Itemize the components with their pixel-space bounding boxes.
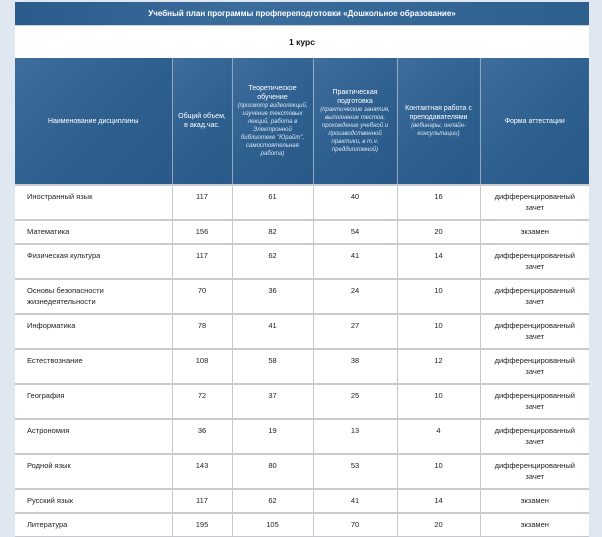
table-row: Иностранный язык 117 61 40 16 дифференцирован… <box>15 184 589 221</box>
theory-hours: 36 <box>231 278 314 315</box>
table-row: Естествознание 108 58 38 12 дифференцированны… <box>15 348 589 385</box>
discipline-name: Естествознание <box>15 348 173 385</box>
column-label: Общий объем, в акад.час. <box>178 113 226 129</box>
column-note: (вебинары, онлайн-консультации) <box>411 123 466 137</box>
discipline-name: Основы безопасности жизнедеятельности <box>15 278 173 315</box>
column-header: Наименование дисциплины <box>15 58 172 185</box>
practice-hours: 53 <box>312 453 398 490</box>
column-header: Форма аттестации <box>479 58 589 185</box>
discipline-name: Информатика <box>15 313 173 350</box>
discipline-name: Родной язык <box>15 453 173 490</box>
table-row: Русский язык 117 62 41 14 экзамен <box>15 488 589 514</box>
header-row: Наименование дисциплины Общий объем, в ак… <box>15 58 589 185</box>
table-row: Астрономия 36 19 13 4 дифференцированный заче… <box>15 418 589 455</box>
theory-hours: 62 <box>231 488 314 514</box>
contact-hours: 10 <box>396 278 481 315</box>
assessment-form: дифференцированный зачет <box>479 184 589 221</box>
curriculum-table: Наименование дисциплины Общий объем, в ак… <box>15 58 589 537</box>
theory-hours: 62 <box>231 243 314 280</box>
practice-hours: 40 <box>312 184 398 221</box>
theory-hours: 19 <box>231 418 314 455</box>
discipline-name: Литература <box>15 512 173 537</box>
column-header: Контактная работа с преподавателями (веби… <box>396 58 480 185</box>
practice-hours: 25 <box>312 383 398 420</box>
table-row: Основы безопасности жизнедеятельности 70 3… <box>15 278 589 315</box>
total-hours: 117 <box>171 184 233 221</box>
practice-hours: 41 <box>312 488 398 514</box>
curriculum-table-container: Учебный план программы профпереподготовк… <box>15 2 589 537</box>
column-note: (практические занятия, выполнение тестов… <box>320 107 390 153</box>
practice-hours: 41 <box>312 243 398 280</box>
total-hours: 195 <box>171 512 233 537</box>
practice-hours: 54 <box>312 219 398 245</box>
total-hours: 78 <box>171 313 233 350</box>
practice-hours: 70 <box>312 512 398 537</box>
theory-hours: 41 <box>231 313 314 350</box>
total-hours: 108 <box>171 348 233 385</box>
contact-hours: 20 <box>396 512 481 537</box>
total-hours: 117 <box>171 488 233 514</box>
table-title: Учебный план программы профпереподготовк… <box>15 2 589 26</box>
theory-hours: 80 <box>231 453 314 490</box>
total-hours: 156 <box>171 219 233 245</box>
contact-hours: 12 <box>396 348 481 385</box>
table-row: Математика 156 82 54 20 экзамен <box>15 219 589 245</box>
practice-hours: 13 <box>312 418 398 455</box>
table-row: Литература 195 105 70 20 экзамен <box>15 512 589 537</box>
course-heading: 1 курс <box>289 37 315 47</box>
discipline-name: Русский язык <box>15 488 173 514</box>
theory-hours: 37 <box>231 383 314 420</box>
contact-hours: 4 <box>396 418 481 455</box>
discipline-name: География <box>15 383 173 420</box>
total-hours: 117 <box>171 243 233 280</box>
total-hours: 143 <box>171 453 233 490</box>
table-row: География 72 37 25 10 дифференцированный заче… <box>15 383 589 420</box>
assessment-form: экзамен <box>479 488 589 514</box>
table-row: Информатика 78 41 27 10 дифференцированный за… <box>15 313 589 350</box>
column-note: (просмотр видеолекций, изучение текстовы… <box>237 103 308 157</box>
total-hours: 36 <box>171 418 233 455</box>
contact-hours: 10 <box>396 453 481 490</box>
column-label: Контактная работа с преподавателями <box>405 105 472 121</box>
contact-hours: 14 <box>396 243 481 280</box>
column-label: Практическая подготовка <box>332 89 378 105</box>
column-label: Форма аттестации <box>504 117 565 125</box>
contact-hours: 20 <box>396 219 481 245</box>
column-header: Теоретическое обучение (просмотр видеолек… <box>231 58 313 185</box>
discipline-name: Иностранный язык <box>15 184 173 221</box>
column-header: Практическая подготовка (практические зан… <box>312 58 397 185</box>
assessment-form: экзамен <box>479 219 589 245</box>
assessment-form: дифференцированный зачет <box>479 243 589 280</box>
contact-hours: 10 <box>396 313 481 350</box>
column-label: Наименование дисциплины <box>47 117 139 125</box>
assessment-form: дифференцированный зачет <box>479 418 589 455</box>
assessment-form: дифференцированный зачет <box>479 383 589 420</box>
total-hours: 70 <box>171 278 233 315</box>
theory-hours: 61 <box>231 184 314 221</box>
assessment-form: дифференцированный зачет <box>479 313 589 350</box>
discipline-name: Астрономия <box>15 418 173 455</box>
discipline-name: Физическая культура <box>15 243 173 280</box>
assessment-form: экзамен <box>479 512 589 537</box>
theory-hours: 105 <box>231 512 314 537</box>
assessment-form: дифференцированный зачет <box>479 278 589 315</box>
column-label: Теоретическое обучение <box>248 85 297 101</box>
theory-hours: 58 <box>231 348 314 385</box>
assessment-form: дифференцированный зачет <box>479 453 589 490</box>
theory-hours: 82 <box>231 219 314 245</box>
table-row: Физическая культура 117 62 41 14 дифференциро… <box>15 243 589 280</box>
contact-hours: 14 <box>396 488 481 514</box>
contact-hours: 16 <box>396 184 481 221</box>
total-hours: 72 <box>171 383 233 420</box>
practice-hours: 24 <box>312 278 398 315</box>
table-row: Родной язык 143 80 53 10 дифференцированный з… <box>15 453 589 490</box>
contact-hours: 10 <box>396 383 481 420</box>
assessment-form: дифференцированный зачет <box>479 348 589 385</box>
discipline-name: Математика <box>15 219 173 245</box>
practice-hours: 38 <box>312 348 398 385</box>
column-header: Общий объем, в акад.час. <box>171 58 232 185</box>
practice-hours: 27 <box>312 313 398 350</box>
